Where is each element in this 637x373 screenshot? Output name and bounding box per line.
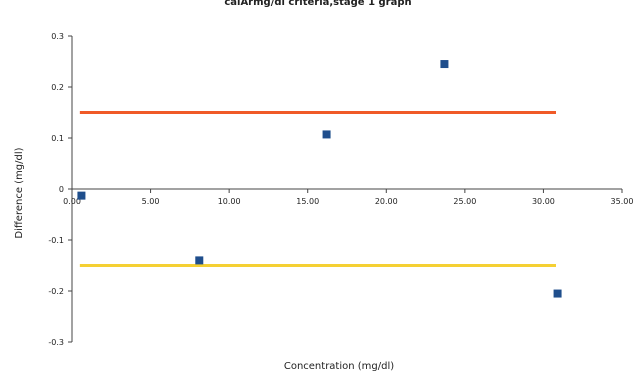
x-tick-label: 0.00	[63, 197, 81, 206]
x-tick-label: 35.00	[611, 197, 634, 206]
y-tick-label: 0.2	[51, 83, 64, 92]
reference-lines	[79, 111, 556, 267]
x-tick-label: 5.00	[142, 197, 160, 206]
y-tick-label: 0.3	[51, 32, 64, 41]
x-tick-group: 0.00 5.00 10.00 15.00 20.00 25.00 30.00 35.00	[63, 189, 633, 206]
x-tick-label: 15.00	[296, 197, 319, 206]
data-point	[77, 191, 86, 200]
y-axis: 0.3 0.2 0.1 0 -0.1 -0.2 -0.3	[48, 32, 73, 347]
x-axis-title: Concentration (mg/dl)	[284, 361, 394, 372]
y-axis-title: Difference (mg/dl)	[14, 147, 25, 238]
x-axis: 0.00 5.00 10.00 15.00 20.00 25.00 30.00 35.00	[63, 188, 633, 206]
data-points	[77, 60, 562, 298]
data-point	[553, 289, 562, 298]
data-point	[195, 256, 204, 265]
x-tick-label: 30.00	[532, 197, 555, 206]
y-tick-group: 0.3 0.2 0.1 0 -0.1 -0.2 -0.3	[48, 32, 72, 347]
y-tick-label: 0	[59, 185, 64, 194]
x-tick-label: 25.00	[453, 197, 476, 206]
y-tick-label: 0.1	[51, 134, 64, 143]
data-point	[322, 130, 331, 139]
y-tick-label: -0.1	[48, 236, 64, 245]
chart-title: calArmg/dl criteria,stage 1 graph	[224, 0, 411, 8]
y-tick-label: -0.3	[48, 338, 64, 347]
x-tick-label: 10.00	[218, 197, 241, 206]
x-tick-label: 20.00	[375, 197, 398, 206]
data-point	[440, 60, 449, 69]
y-tick-label: -0.2	[48, 287, 64, 296]
